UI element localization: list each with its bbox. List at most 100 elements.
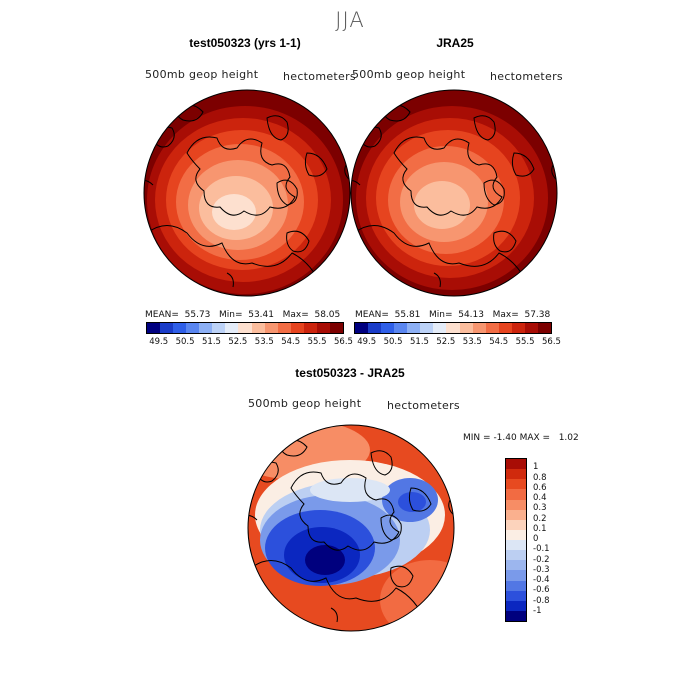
panel1-colorbar-swatch [238, 323, 252, 333]
panel2-colorbar-swatch [511, 323, 525, 333]
diff-colorbar-tick-label: 1 [533, 462, 539, 473]
panel2-colorbar-swatch [446, 323, 460, 333]
panel1-colorbar-swatch [290, 323, 304, 333]
diff-colorbar-ticks: 1 0.8 0.6 0.4 0.3 0.2 0.1 0 -0.1 -0.2 -0.3 -0.4 -0.6… [533, 458, 573, 622]
panel1-colorbar-swatch [186, 323, 200, 333]
diff-colorbar-swatch [506, 540, 526, 551]
panel1-colorbar-tick-label: 49.5 [149, 337, 169, 347]
diff-colorbar [505, 458, 527, 622]
panel1-colorbar-swatch [303, 323, 317, 333]
diff-max-label: MAX = [519, 433, 551, 443]
panel1-colorbar-swatch [173, 323, 187, 333]
panel2-colorbar-tick-label: 50.5 [383, 337, 403, 347]
panel1-colorbar-swatch [147, 323, 161, 333]
diff-colorbar-tick-label: -0.4 [533, 575, 550, 585]
panel1-title: test050323 (yrs 1-1) [189, 36, 301, 50]
diff-variable-label: 500mb geop height [248, 397, 362, 410]
panel2-colorbar-swatch [485, 323, 499, 333]
panel2-colorbar-swatch [433, 323, 447, 333]
diff-colorbar-tick-label: 0.2 [533, 513, 547, 524]
panel2-max-value: 57.38 [524, 310, 551, 320]
panel1-units-label: hectometers [283, 70, 356, 83]
panel2-colorbar-swatch [498, 323, 512, 333]
diff-colorbar-tick-label: -0.3 [533, 564, 550, 575]
panel2-colorbar-swatch [355, 323, 369, 333]
panel1-mean-label: MEAN= [145, 310, 179, 320]
panel2-max-label: Max= [492, 310, 519, 320]
panel1-colorbar-swatch [225, 323, 239, 333]
panel1-colorbar-swatch [199, 323, 213, 333]
panel2-colorbar-swatch [381, 323, 395, 333]
diff-colorbar-tick-label: 0.6 [533, 482, 547, 493]
panel1-colorbar-swatch [264, 323, 278, 333]
diff-colorbar-swatch [506, 570, 526, 581]
diff-colorbar-tick-label: 0.8 [533, 472, 547, 483]
panel2-colorbar [354, 322, 552, 334]
diff-colorbar-swatch [506, 590, 526, 601]
diff-colorbar-swatch [506, 600, 526, 611]
panel2-colorbar-tick-label: 51.5 [410, 337, 429, 347]
panel2-colorbar-tick-label: 54.5 [489, 337, 509, 347]
diff-units-label: hectometers [387, 399, 460, 412]
panel1-colorbar-tick-label: 54.5 [281, 337, 301, 347]
diff-colorbar-tick-label: 0 [533, 534, 539, 544]
diff-min-value: -1.40 [493, 433, 517, 443]
diff-map [248, 425, 454, 631]
panel2-colorbar-ticks: 49.5 50.5 51.5 52.5 53.5 54.5 55.5 56.5 [354, 337, 561, 349]
panel2-map [351, 90, 557, 296]
panel1-colorbar-tick-label: 52.5 [228, 337, 248, 347]
panel2-colorbar-swatch [394, 323, 408, 333]
panel2-mean-value: 55.81 [394, 310, 421, 320]
diff-colorbar-swatch [506, 550, 526, 561]
panel1-colorbar-tick-label: 51.5 [202, 337, 221, 347]
panel2-colorbar-swatch [407, 323, 421, 333]
panel1-colorbar-tick-label: 56.5 [334, 337, 353, 347]
panel2-mean-label: MEAN= [355, 310, 389, 320]
panel2-colorbar-swatch [420, 323, 434, 333]
panel2-colorbar-tick-label: 52.5 [436, 337, 456, 347]
panel1-min-value: 53.41 [248, 310, 274, 320]
panel1-colorbar-swatch [329, 323, 343, 333]
panel1-stats: MEAN= 55.73 Min= 53.41 Max= 58.05 [145, 310, 340, 320]
panel2-colorbar-tick-label: 49.5 [357, 337, 377, 347]
diff-colorbar-swatch [506, 479, 526, 490]
panel1-min-label: Min= [218, 310, 243, 320]
diff-colorbar-swatch [506, 499, 526, 510]
panel2-colorbar-swatch [472, 323, 486, 333]
panel2-colorbar-tick-label: 53.5 [462, 337, 482, 347]
panel1-max-label: Max= [282, 310, 309, 320]
panel2-min-value: 54.13 [458, 310, 484, 320]
panel1-colorbar-tick-label: 50.5 [175, 337, 195, 347]
diff-colorbar-tick-label: 0.3 [533, 503, 547, 514]
panel1-colorbar-tick-label: 53.5 [254, 337, 274, 347]
diff-colorbar-swatch [506, 529, 526, 540]
diff-max-value: 1.02 [558, 433, 579, 443]
diff-colorbar-swatch [506, 489, 526, 500]
diff-colorbar-tick-label: -0.8 [533, 595, 550, 606]
diff-colorbar-swatch [506, 459, 526, 470]
panel2-min-label: Min= [428, 310, 453, 320]
diff-colorbar-tick-label: 0.4 [533, 493, 547, 503]
diff-colorbar-swatch [506, 580, 526, 591]
diff-colorbar-tick-label: -0.2 [533, 554, 550, 565]
panel2-colorbar-tick-label: 56.5 [542, 337, 561, 347]
panel1-colorbar-swatch [251, 323, 265, 333]
panel1-colorbar-tick-label: 55.5 [307, 337, 327, 347]
diff-colorbar-tick-label: -1 [533, 605, 542, 616]
panel1-colorbar [146, 322, 344, 334]
diff-colorbar-swatch [506, 560, 526, 571]
panel2-colorbar-tick-label: 55.5 [515, 337, 535, 347]
diff-min-label: MIN = [463, 433, 491, 443]
diff-title: test050323 - JRA25 [295, 366, 405, 380]
panel1-colorbar-swatch [277, 323, 291, 333]
panel1-colorbar-ticks: 49.5 50.5 51.5 52.5 53.5 54.5 55.5 56.5 [146, 337, 353, 349]
panel1-map [144, 90, 350, 296]
diff-colorbar-tick-label: -0.6 [533, 585, 550, 596]
diff-colorbar-swatch [506, 519, 526, 530]
diff-stats: MIN = -1.40 MAX = 1.02 [463, 433, 579, 443]
panel1-colorbar-swatch [212, 323, 226, 333]
panel2-colorbar-swatch [368, 323, 382, 333]
panel2-colorbar-swatch [459, 323, 473, 333]
panel1-mean-value: 55.73 [184, 310, 211, 320]
